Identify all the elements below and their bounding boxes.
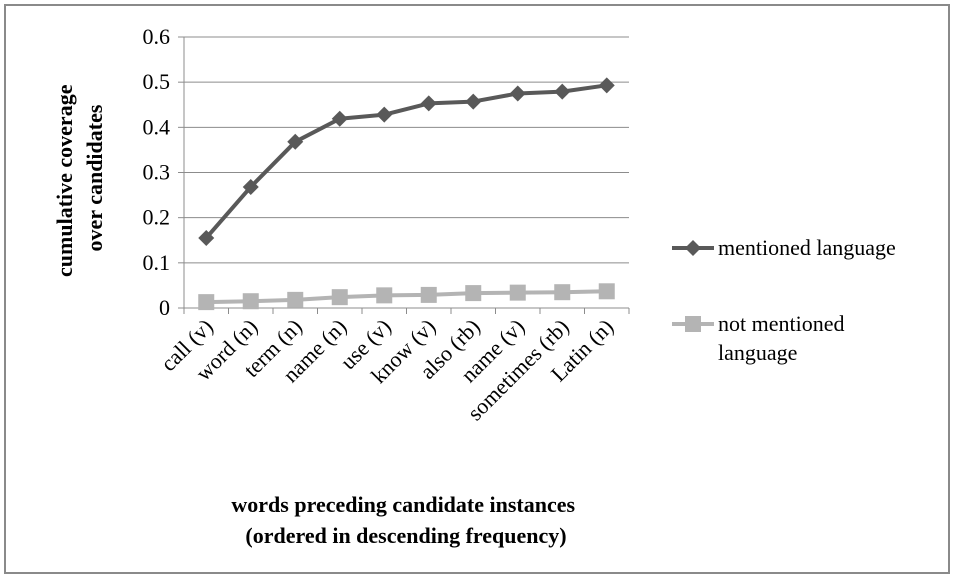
chart-frame: 0 0.1 0.2 0.3 0.4 0.5 0.6 call (v) word (n) term… [4, 4, 950, 574]
data-point-diamond [287, 133, 304, 150]
data-point-square [242, 293, 259, 310]
data-point-diamond [242, 178, 259, 195]
data-point-square [198, 294, 215, 311]
x-axis-title: words preceding candidate instances (ord… [231, 492, 580, 548]
y-tick-labels: 0 0.1 0.2 0.3 0.4 0.5 0.6 [143, 24, 171, 320]
legend-item-not-mentioned-language: not mentioned language [672, 311, 850, 365]
legend-item-mentioned-language: mentioned language [672, 235, 896, 260]
y-tick-label: 0.6 [143, 24, 171, 49]
series-line [206, 289, 607, 305]
y-tick-label: 0.2 [143, 205, 171, 230]
data-point-diamond [376, 106, 393, 123]
series-0 [198, 77, 615, 246]
legend: mentioned language not mentioned languag… [672, 235, 896, 365]
legend-label-mentioned: mentioned language [718, 235, 896, 260]
data-point-diamond [554, 83, 571, 100]
data-point-square [598, 283, 615, 300]
data-point-square [331, 289, 348, 306]
data-point-diamond [509, 85, 526, 102]
data-point-diamond [198, 229, 215, 246]
x-tick-labels: call (v)word (n)term (n)name (n)use (v)k… [156, 314, 619, 425]
data-point-diamond [420, 95, 437, 112]
series-line [204, 83, 608, 240]
y-tick-label: 0.1 [143, 250, 171, 275]
data-point-diamond [598, 77, 615, 94]
series [198, 77, 615, 311]
data-point-square [554, 284, 571, 301]
y-tick-label: 0.5 [143, 69, 171, 94]
data-point-diamond [331, 110, 348, 127]
data-point-square [420, 286, 437, 303]
legend-marker-square [685, 316, 701, 332]
y-tick-label: 0.3 [143, 160, 171, 185]
y-axis-title: cumulative coverage over candidates [52, 79, 107, 277]
data-point-square [465, 285, 482, 302]
data-point-square [287, 291, 304, 308]
legend-label-not-mentioned: not mentioned language [718, 311, 850, 365]
gridlines [184, 36, 629, 264]
data-point-square [376, 287, 393, 304]
data-point-diamond [465, 93, 482, 110]
y-tick-label: 0 [159, 295, 170, 320]
series-1 [198, 283, 615, 311]
axes [178, 36, 630, 314]
legend-marker-diamond [685, 240, 701, 256]
line-chart: 0 0.1 0.2 0.3 0.4 0.5 0.6 call (v)word (n)term… [52, 24, 896, 548]
data-point-square [509, 284, 526, 301]
y-tick-label: 0.4 [143, 114, 171, 139]
